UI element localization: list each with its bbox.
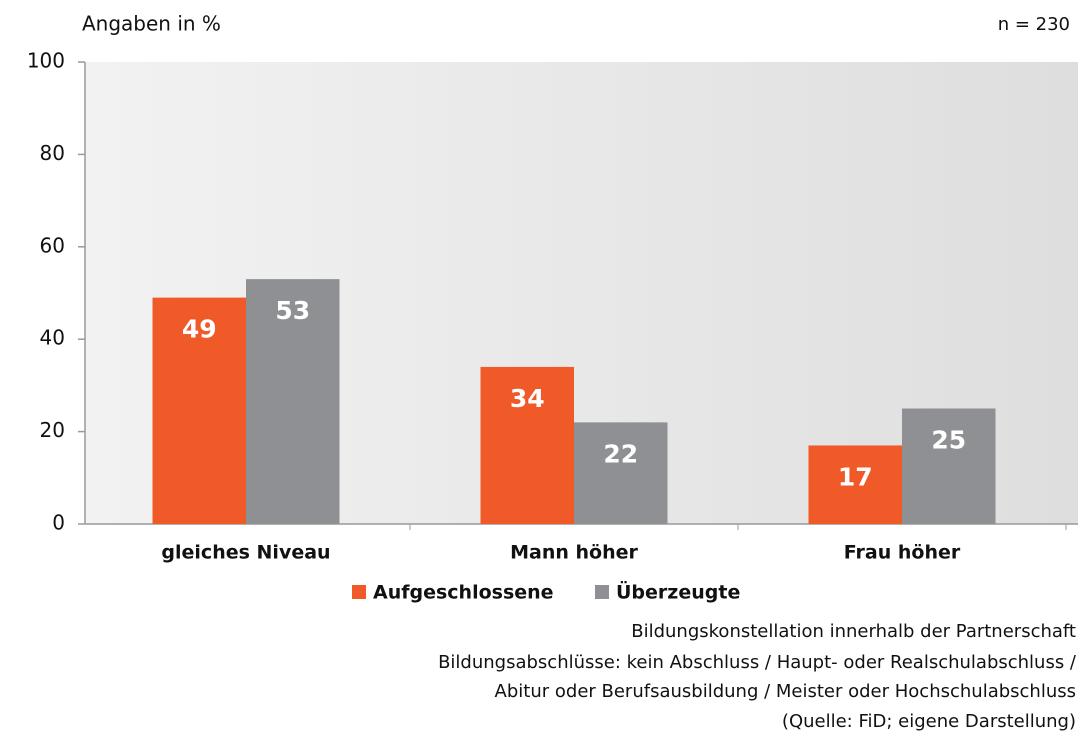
legend-swatch [352, 585, 366, 599]
bar [808, 445, 902, 524]
bar [152, 297, 246, 524]
bar [480, 366, 574, 524]
note: Abitur oder Berufsausbildung / Meister o… [495, 681, 1076, 702]
y-tick-label: 60 [40, 233, 65, 257]
y-tick-label: 100 [27, 49, 65, 73]
x-tick-label: Frau höher [844, 542, 961, 564]
annotation: n = 230 [998, 14, 1070, 35]
y-tick-label: 0 [52, 511, 65, 535]
y-tick-label: 20 [40, 418, 65, 442]
value-label: 49 [182, 315, 217, 344]
subtitle: Angaben in % [82, 12, 221, 36]
bar [902, 408, 996, 524]
value-label: 17 [838, 462, 873, 491]
bar [574, 422, 668, 524]
value-label: 53 [275, 296, 310, 325]
value-label: 22 [603, 439, 638, 468]
note: Bildungskonstellation innerhalb der Part… [631, 621, 1076, 642]
note: (Quelle: FiD; eigene Darstellung) [782, 711, 1076, 732]
value-label: 25 [931, 426, 966, 455]
y-tick-label: 40 [40, 326, 65, 350]
bar [246, 279, 340, 524]
value-label: 34 [510, 384, 545, 413]
note: Bildungsabschlüsse: kein Abschluss / Hau… [438, 652, 1077, 673]
legend-label: Aufgeschlossene [373, 582, 554, 604]
legend-swatch [595, 585, 609, 599]
y-tick-label: 80 [40, 141, 65, 165]
legend-label: Überzeugte [616, 580, 740, 604]
x-tick-label: Mann höher [510, 542, 638, 564]
x-tick-label: gleiches Niveau [161, 542, 330, 564]
